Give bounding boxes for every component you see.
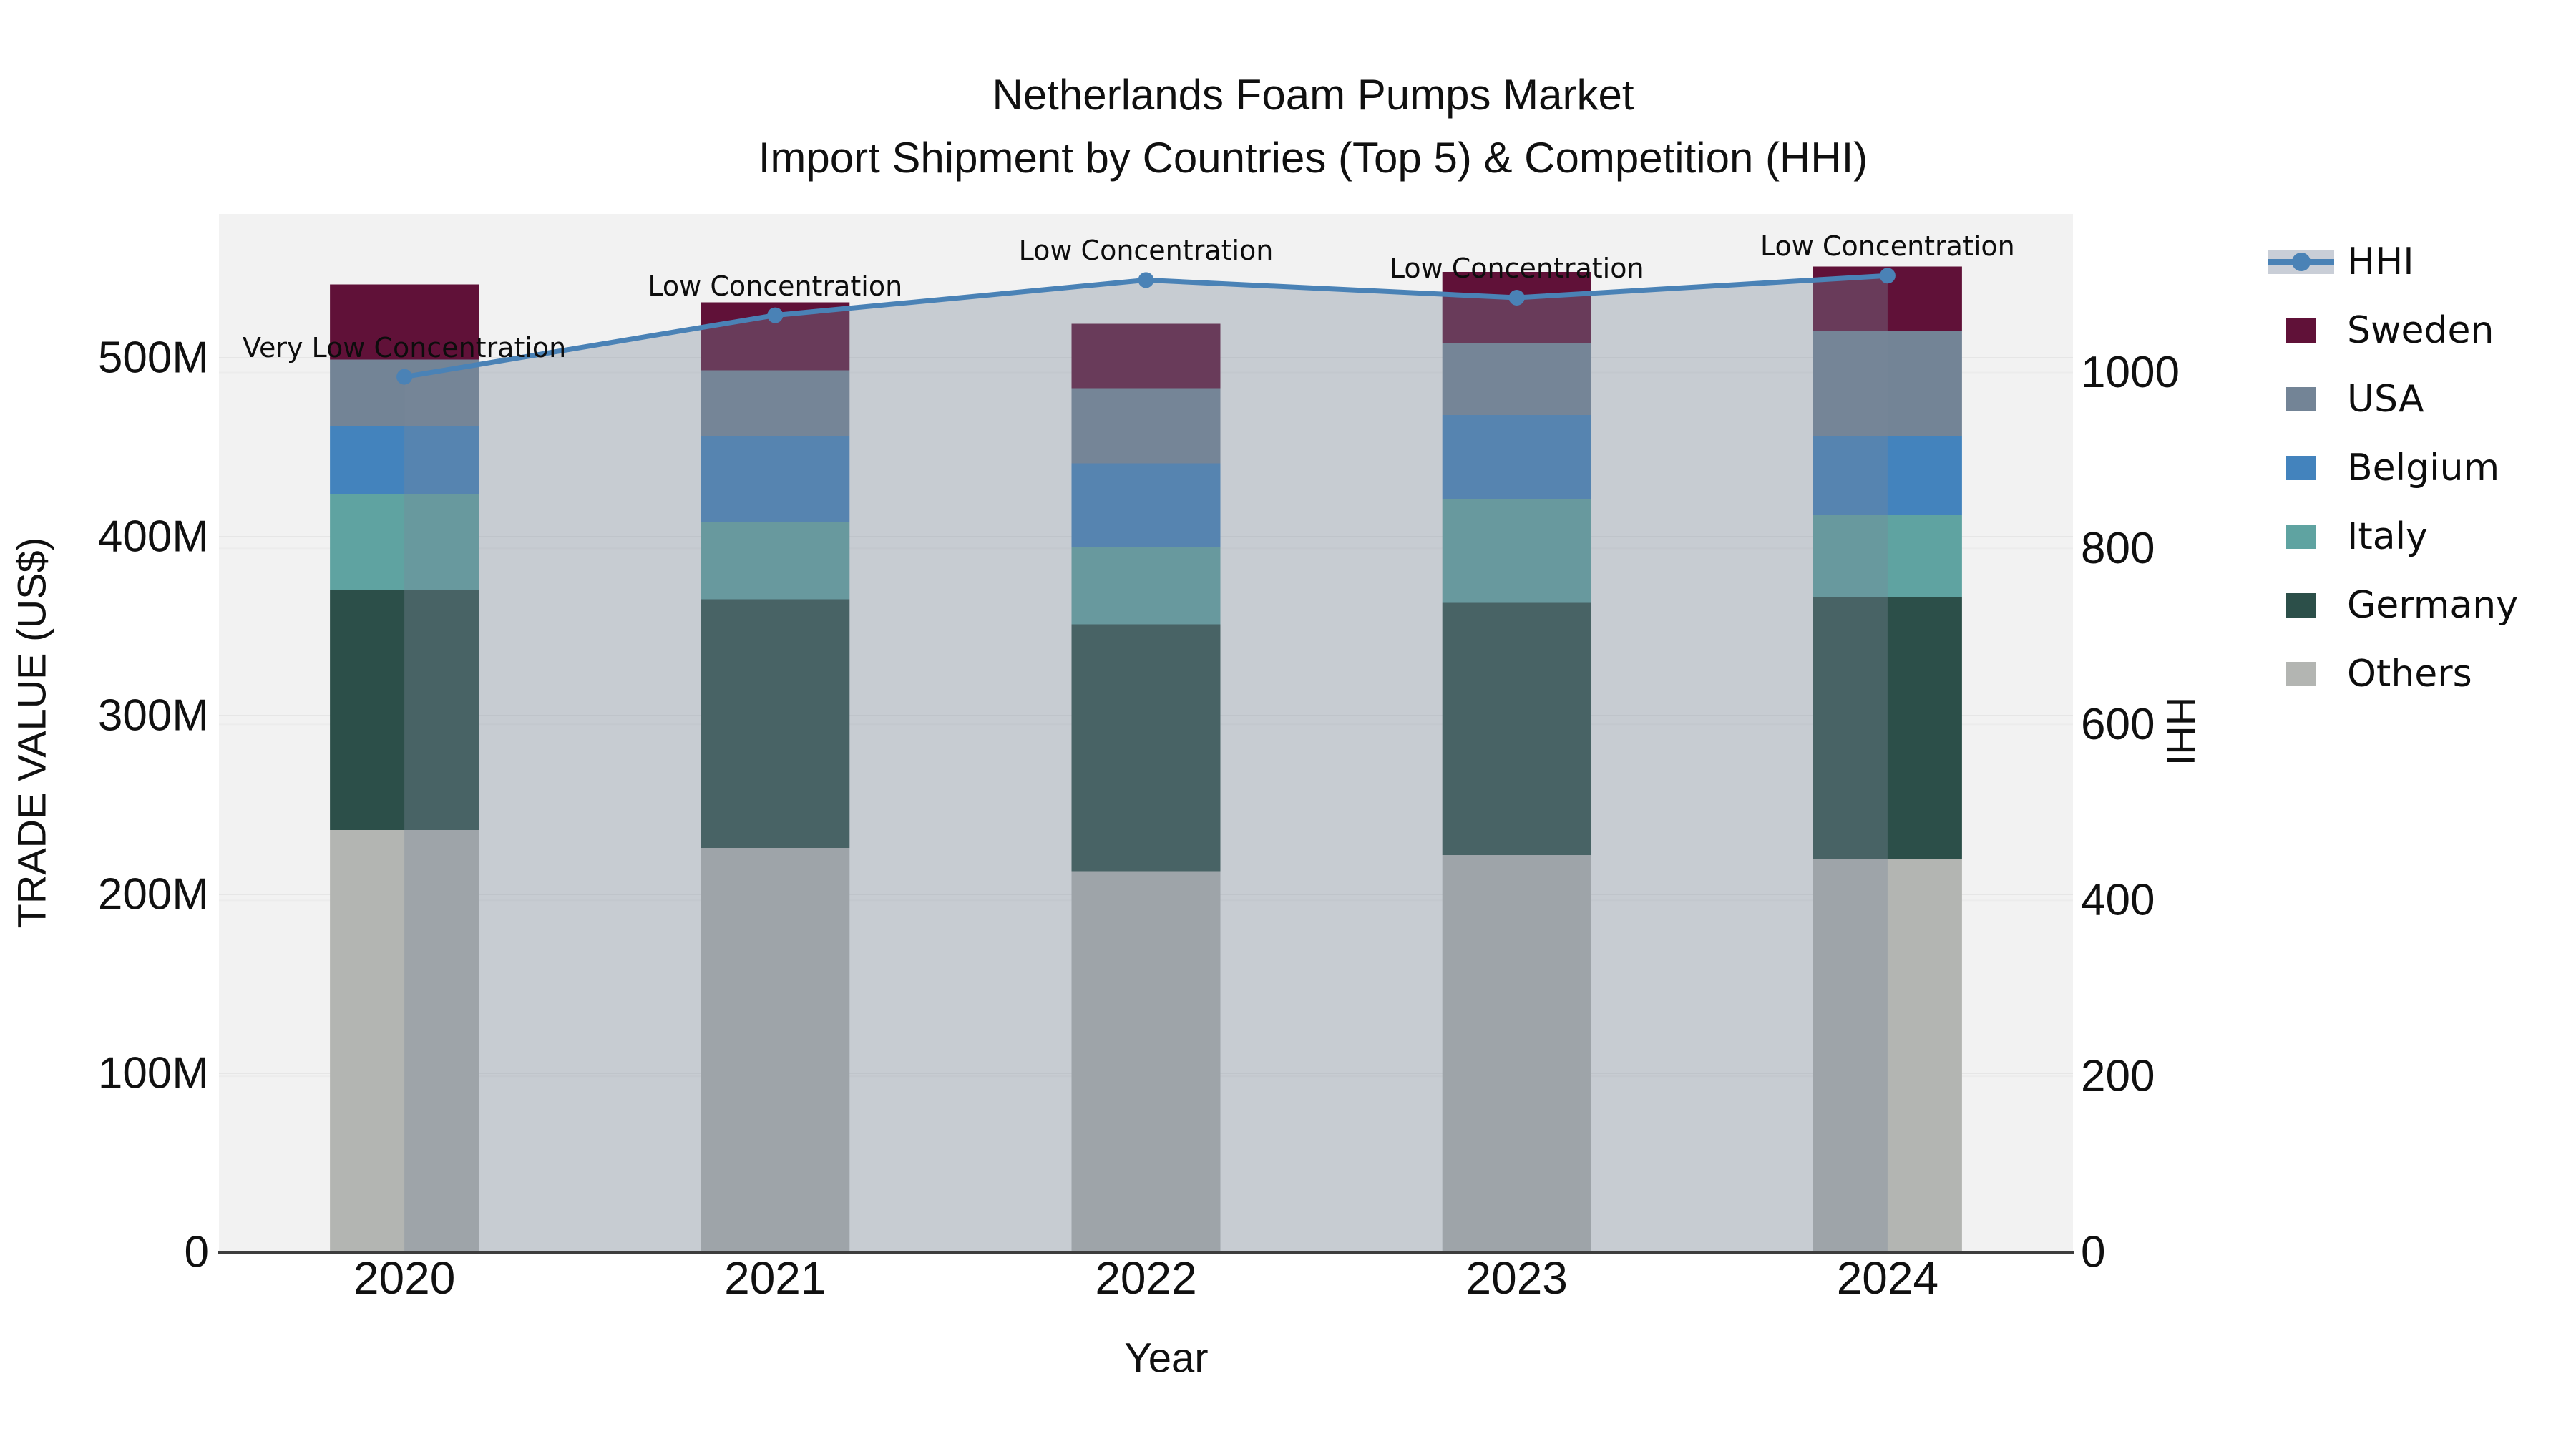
bar-2020-belgium: [330, 426, 479, 494]
legend-glyph-belgium: [2267, 456, 2336, 480]
bar-2022-germany: [1071, 624, 1221, 872]
legend-swatch-germany: [2286, 593, 2316, 618]
legend-label-usa: USA: [2347, 378, 2424, 421]
annotation-2024: Low Concentration: [1760, 230, 2015, 263]
bar-2024-italy: [1813, 515, 1962, 597]
legend-item-sweden: Sweden: [2267, 296, 2518, 365]
bar-2023-others: [1442, 855, 1591, 1252]
hhi-area: [404, 275, 1888, 1252]
y-tick-right-0: 0: [2081, 1228, 2105, 1277]
y-tick-right-800: 800: [2081, 524, 2155, 573]
hhi-marker-2023: [1508, 289, 1525, 306]
chart-subtitle: Import Shipment by Countries (Top 5) & C…: [758, 134, 1868, 182]
bar-2020-sweden: [330, 284, 479, 360]
legend-swatch-belgium: [2286, 456, 2316, 480]
bar-2022-usa: [1071, 388, 1221, 464]
y-tick-left-200M: 200M: [98, 870, 209, 919]
legend-swatch-others: [2286, 662, 2316, 686]
annotation-2023: Low Concentration: [1389, 252, 1644, 284]
bar-2021-usa: [701, 370, 850, 436]
annotation-2022: Low Concentration: [1018, 235, 1274, 267]
legend-item-usa: USA: [2267, 365, 2518, 434]
y-tick-left-400M: 400M: [98, 512, 209, 562]
y-tick-right-600: 600: [2081, 700, 2155, 749]
bar-2024-usa: [1813, 331, 1962, 436]
legend-glyph-usa: [2267, 387, 2336, 411]
y-tick-right-200: 200: [2081, 1052, 2155, 1101]
legend-item-germany: Germany: [2267, 571, 2518, 640]
hhi-marker-2020: [396, 369, 413, 385]
x-tick-2022: 2022: [1095, 1252, 1196, 1304]
bar-2023-belgium: [1442, 415, 1591, 499]
x-axis-title: Year: [1124, 1335, 1209, 1382]
bar-2020-italy: [330, 494, 479, 590]
bar-2020-others: [330, 830, 479, 1252]
annotation-2021: Low Concentration: [648, 270, 903, 302]
bar-2023-italy: [1442, 499, 1591, 603]
hhi-legend-glyph: [2268, 250, 2334, 274]
chart-title: Netherlands Foam Pumps Market: [992, 71, 1634, 119]
legend-swatch-italy: [2286, 525, 2316, 549]
y-tick-left-0: 0: [185, 1228, 209, 1277]
legend-label-hhi: HHI: [2347, 240, 2414, 283]
legend-item-belgium: Belgium: [2267, 434, 2518, 502]
legend-glyph-hhi: [2267, 250, 2336, 274]
hhi-legend-marker: [2292, 253, 2311, 271]
legend-item-others: Others: [2267, 640, 2518, 708]
bar-2022-sweden: [1071, 323, 1221, 389]
legend-swatch-sweden: [2286, 318, 2316, 343]
bar-2021-others: [701, 848, 850, 1252]
legend: HHI Sweden USA Belgium Italy Germany Others: [2267, 228, 2518, 708]
bar-2024-germany: [1813, 597, 1962, 859]
legend-item-italy: Italy: [2267, 502, 2518, 571]
hhi-marker-2024: [1879, 268, 1896, 284]
y-tick-right-1000: 1000: [2081, 348, 2180, 397]
bar-2023-usa: [1442, 343, 1591, 415]
bar-2021-germany: [701, 599, 850, 848]
bar-2022-belgium: [1071, 463, 1221, 547]
x-tick-2021: 2021: [724, 1252, 826, 1304]
hhi-marker-2021: [767, 307, 784, 323]
bar-2021-italy: [701, 522, 850, 600]
legend-glyph-italy: [2267, 525, 2336, 549]
bar-2023-germany: [1442, 602, 1591, 855]
bar-2022-italy: [1071, 547, 1221, 625]
bar-2024-belgium: [1813, 436, 1962, 515]
legend-label-italy: Italy: [2347, 515, 2428, 558]
legend-item-hhi: HHI: [2267, 228, 2518, 296]
legend-label-sweden: Sweden: [2347, 309, 2494, 352]
x-tick-2020: 2020: [353, 1252, 455, 1304]
x-tick-2024: 2024: [1837, 1252, 1938, 1304]
legend-glyph-others: [2267, 662, 2336, 686]
bar-2021-belgium: [701, 436, 850, 522]
bar-2020-germany: [330, 590, 479, 830]
bar-2024-others: [1813, 859, 1962, 1252]
bar-2022-others: [1071, 871, 1221, 1252]
y-tick-left-500M: 500M: [98, 333, 209, 383]
x-tick-2023: 2023: [1466, 1252, 1568, 1304]
legend-glyph-sweden: [2267, 318, 2336, 343]
legend-swatch-usa: [2286, 387, 2316, 411]
annotation-2020: Very Low Concentration: [242, 331, 567, 364]
legend-glyph-germany: [2267, 593, 2336, 618]
bar-2023-sweden: [1442, 272, 1591, 343]
legend-label-germany: Germany: [2347, 584, 2519, 627]
legend-label-belgium: Belgium: [2347, 447, 2500, 489]
hhi-marker-2022: [1138, 272, 1154, 288]
y-tick-left-300M: 300M: [98, 691, 209, 741]
y-tick-left-100M: 100M: [98, 1049, 209, 1098]
legend-label-others: Others: [2347, 653, 2472, 696]
y-tick-right-400: 400: [2081, 876, 2155, 925]
